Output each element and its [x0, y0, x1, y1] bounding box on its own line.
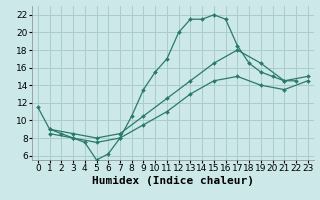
X-axis label: Humidex (Indice chaleur): Humidex (Indice chaleur)	[92, 176, 254, 186]
